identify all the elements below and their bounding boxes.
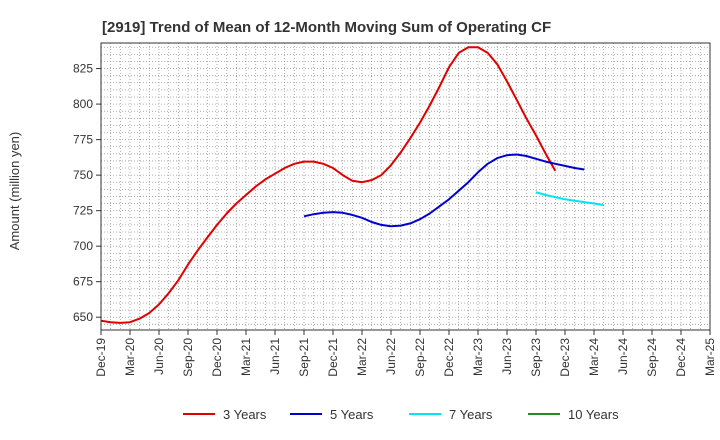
x-tick-label: Mar-25 xyxy=(703,338,717,376)
x-tick-label: Jun-21 xyxy=(268,338,282,375)
y-tick-label: 675 xyxy=(73,275,93,289)
y-tick-label: 650 xyxy=(73,310,93,324)
x-tick-label: Mar-20 xyxy=(123,338,137,376)
x-tick-label: Jun-22 xyxy=(384,338,398,375)
y-tick-label: 775 xyxy=(73,133,93,147)
chart-title: [2919] Trend of Mean of 12-Month Moving … xyxy=(102,19,551,36)
y-tick-label: 750 xyxy=(73,168,93,182)
plot-area-border xyxy=(100,42,711,331)
x-tick-label: Dec-24 xyxy=(674,338,688,377)
legend-label-7-years: 7 Years xyxy=(449,407,493,422)
x-tick-label: Dec-19 xyxy=(94,338,108,377)
x-tick-label: Sep-20 xyxy=(181,338,195,377)
x-tick-label: Dec-20 xyxy=(210,338,224,377)
x-tick-label: Mar-24 xyxy=(587,338,601,376)
x-tick-label: Sep-22 xyxy=(413,338,427,377)
x-axis-ticks: Dec-19 Mar-20 Jun-20 Sep-20 Dec-20 Mar-21 Jun-… xyxy=(94,330,717,377)
y-tick-label: 700 xyxy=(73,239,93,253)
y-axis-label: Amount (million yen) xyxy=(7,132,22,251)
legend-label-10-years: 10 Years xyxy=(568,407,619,422)
legend: 3 Years 5 Years 7 Years 10 Years xyxy=(183,407,619,422)
x-tick-label: Jun-24 xyxy=(616,338,630,375)
x-tick-label: Dec-21 xyxy=(326,338,340,377)
x-tick-label: Jun-23 xyxy=(500,338,514,375)
y-tick-label: 800 xyxy=(73,97,93,111)
legend-label-5-years: 5 Years xyxy=(330,407,374,422)
x-tick-label: Dec-22 xyxy=(442,338,456,377)
x-tick-label: Sep-21 xyxy=(297,338,311,377)
grid-lines xyxy=(101,43,710,330)
y-axis-ticks: 650 675 700 725 750 775 800 825 xyxy=(73,62,101,324)
x-tick-label: Mar-21 xyxy=(239,338,253,376)
x-tick-label: Dec-23 xyxy=(558,338,572,377)
x-tick-label: Sep-24 xyxy=(645,338,659,377)
series-line-5-years xyxy=(303,153,585,228)
legend-label-3-years: 3 Years xyxy=(223,407,267,422)
x-tick-label: Mar-22 xyxy=(355,338,369,376)
series-line-7-years xyxy=(535,191,604,206)
x-tick-label: Sep-23 xyxy=(529,338,543,377)
series-line-3-years xyxy=(100,46,557,324)
x-tick-label: Mar-23 xyxy=(471,338,485,376)
series-lines xyxy=(100,46,604,324)
y-tick-label: 825 xyxy=(73,62,93,76)
y-tick-label: 725 xyxy=(73,204,93,218)
x-tick-label: Jun-20 xyxy=(152,338,166,375)
